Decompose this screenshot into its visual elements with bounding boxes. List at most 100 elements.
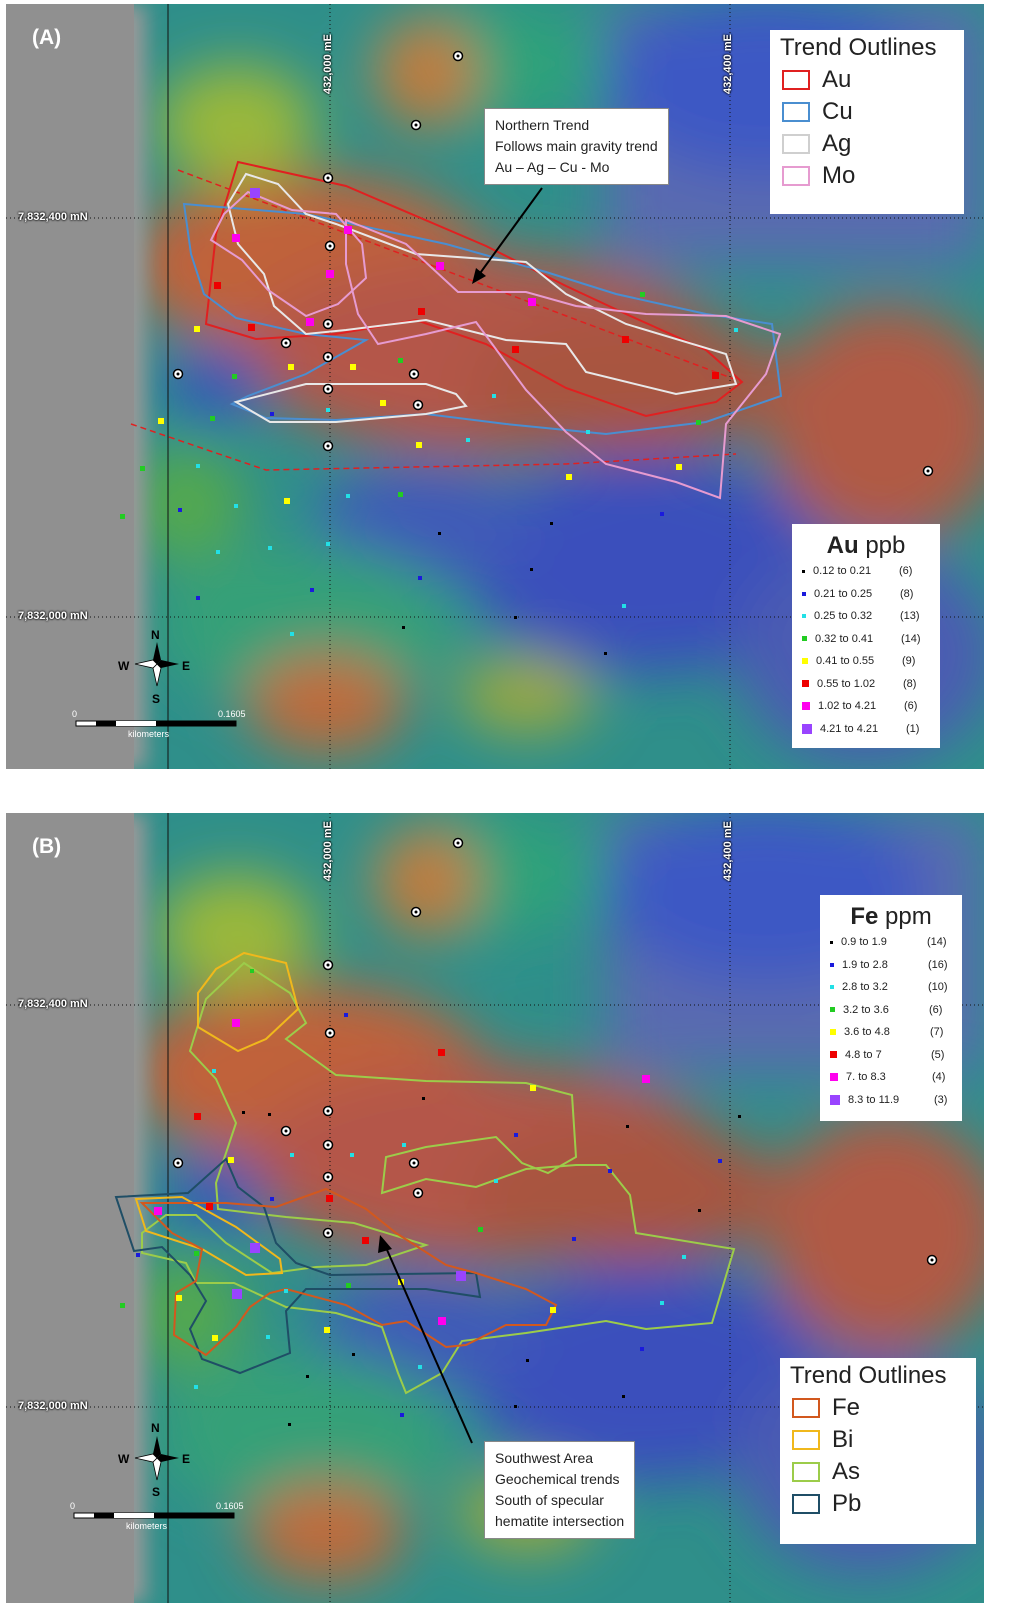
legend-item-bi: Bi bbox=[780, 1424, 976, 1456]
compass-s: S bbox=[152, 692, 161, 706]
swatch bbox=[792, 1494, 820, 1514]
class-count: (10) bbox=[928, 981, 948, 994]
legend-class-row: 0.32 to 0.41 (14) bbox=[792, 628, 940, 651]
class-range: 0.25 to 0.32 bbox=[814, 610, 873, 623]
northing-label: 7,832,400 mN bbox=[18, 211, 88, 223]
class-range: 3.6 to 4.8 bbox=[844, 1026, 890, 1039]
legend-class-row: 4.21 to 4.21 (1) bbox=[792, 718, 940, 741]
class-marker bbox=[830, 1007, 835, 1013]
legend-title: Au ppb bbox=[826, 532, 906, 559]
legend-class-row: 1.02 to 4.21 (6) bbox=[792, 695, 940, 718]
class-marker bbox=[830, 940, 833, 944]
legend-title: Trend Outlines bbox=[790, 1362, 947, 1389]
class-marker bbox=[802, 658, 808, 665]
legend-item-label: Fe bbox=[832, 1394, 861, 1421]
class-range: 3.2 to 3.6 bbox=[843, 1003, 889, 1016]
sample-points-b bbox=[120, 969, 741, 1426]
class-marker bbox=[802, 702, 810, 711]
legend-item-label: Pb bbox=[832, 1490, 862, 1517]
swatch bbox=[792, 1430, 820, 1450]
class-count: (3) bbox=[934, 1093, 948, 1106]
callout-line: South of specular bbox=[495, 1492, 604, 1508]
legend-item-label: Cu bbox=[822, 98, 853, 125]
class-count: (8) bbox=[903, 677, 917, 690]
legend-item-label: Bi bbox=[832, 1426, 854, 1453]
legend-item-as: As bbox=[780, 1456, 976, 1488]
callout-line: Au – Ag – Cu - Mo bbox=[495, 159, 610, 175]
scale-end: 0.1605 bbox=[218, 709, 246, 719]
compass-e: E bbox=[182, 659, 191, 673]
panel-label: (A) bbox=[32, 26, 62, 49]
compass-s: S bbox=[152, 1485, 161, 1499]
map-panel-b: (B) 432,000 mE 432,400 mE 7,832,400 mN 7… bbox=[6, 813, 984, 1603]
southwest-area-callout: Southwest Area Geochemical trends South … bbox=[484, 1441, 636, 1539]
class-count: (14) bbox=[901, 632, 921, 645]
class-count: (16) bbox=[928, 958, 948, 971]
legend-item-mo: Mo bbox=[770, 160, 964, 192]
legend-item-label: Au bbox=[822, 66, 852, 93]
legend-class-row: 1.9 to 2.8 (16) bbox=[820, 954, 962, 977]
class-count: (9) bbox=[902, 655, 916, 668]
class-range: 0.21 to 0.25 bbox=[814, 587, 873, 600]
class-range: 8.3 to 11.9 bbox=[848, 1093, 900, 1106]
legend-item-ag: Ag bbox=[770, 128, 964, 160]
legend-title: Trend Outlines bbox=[780, 34, 937, 61]
legend-item-label: Mo bbox=[822, 162, 856, 189]
panel-label: (B) bbox=[32, 835, 62, 858]
class-count: (1) bbox=[906, 722, 920, 735]
map-panel-a: (A) 432,000 mE 432,400 mE 7,832,400 mN 7… bbox=[6, 4, 984, 769]
scale-unit: kilometers bbox=[126, 1521, 168, 1531]
class-count: (5) bbox=[931, 1048, 945, 1061]
legend-item-label: Ag bbox=[822, 130, 852, 157]
concentration-classes: 0.9 to 1.9 (14) 1.9 to 2.8 (16) 2.8 to 3.2 (1… bbox=[820, 931, 962, 1111]
class-marker bbox=[830, 1073, 838, 1082]
class-range: 4.8 to 7 bbox=[845, 1048, 882, 1061]
scale-start: 0 bbox=[70, 1501, 76, 1511]
swatch bbox=[792, 1398, 820, 1418]
class-range: 0.41 to 0.55 bbox=[816, 655, 875, 668]
class-count: (6) bbox=[929, 1003, 943, 1016]
au-concentration-legend: Au ppb 0.12 to 0.21 (6) 0.21 to 0.25 (8) 0.2… bbox=[792, 524, 940, 748]
swatch bbox=[782, 166, 810, 186]
class-marker bbox=[802, 614, 806, 619]
legend-class-row: 0.21 to 0.25 (8) bbox=[792, 583, 940, 606]
legend-title: Fe ppm bbox=[850, 903, 932, 930]
class-marker bbox=[802, 569, 805, 573]
class-count: (7) bbox=[930, 1026, 944, 1039]
northing-label: 7,832,400 mN bbox=[18, 998, 88, 1010]
trend-outlines-legend: Trend Outlines Au Cu Ag Mo bbox=[770, 30, 964, 214]
class-range: 0.32 to 0.41 bbox=[815, 632, 874, 645]
legend-item-fe: Fe bbox=[780, 1392, 976, 1424]
legend-class-row: 0.9 to 1.9 (14) bbox=[820, 931, 962, 954]
class-range: 0.9 to 1.9 bbox=[841, 936, 887, 949]
concentration-classes: 0.12 to 0.21 (6) 0.21 to 0.25 (8) 0.25 to 0.… bbox=[792, 560, 940, 740]
swatch bbox=[782, 102, 810, 122]
class-marker bbox=[802, 591, 806, 596]
trend-outlines-b bbox=[114, 951, 736, 1395]
class-range: 2.8 to 3.2 bbox=[842, 981, 888, 994]
scale-bar-b bbox=[73, 1512, 235, 1519]
sample-points-a bbox=[120, 188, 738, 655]
fe-concentration-legend: Fe ppm 0.9 to 1.9 (14) 1.9 to 2.8 (16) 2.8 t… bbox=[820, 895, 962, 1121]
callout-line: Follows main gravity trend bbox=[495, 138, 658, 154]
legend-class-row: 2.8 to 3.2 (10) bbox=[820, 976, 962, 999]
scale-unit: kilometers bbox=[128, 729, 170, 739]
legend-class-row: 0.41 to 0.55 (9) bbox=[792, 650, 940, 673]
legend-class-row: 4.8 to 7 (5) bbox=[820, 1044, 962, 1067]
northing-label: 7,832,000 mN bbox=[18, 610, 88, 622]
legend-class-row: 8.3 to 11.9 (3) bbox=[820, 1089, 962, 1112]
class-count: (6) bbox=[899, 565, 913, 578]
swatch bbox=[782, 70, 810, 90]
northern-trend-callout: Northern Trend Follows main gravity tren… bbox=[484, 108, 669, 185]
class-range: 1.9 to 2.8 bbox=[842, 958, 888, 971]
legend-item-cu: Cu bbox=[770, 96, 964, 128]
legend-item-pb: Pb bbox=[780, 1488, 976, 1520]
trend-outlines-legend: Trend Outlines Fe Bi As Pb bbox=[780, 1358, 976, 1544]
legend-class-row: 0.55 to 1.02 (8) bbox=[792, 673, 940, 696]
class-marker bbox=[802, 723, 812, 734]
class-marker bbox=[802, 636, 807, 642]
callout-line: Southwest Area bbox=[495, 1450, 594, 1466]
legend-class-row: 7. to 8.3 (4) bbox=[820, 1066, 962, 1089]
scale-bar-a bbox=[75, 720, 237, 727]
class-range: 4.21 to 4.21 bbox=[820, 722, 879, 735]
